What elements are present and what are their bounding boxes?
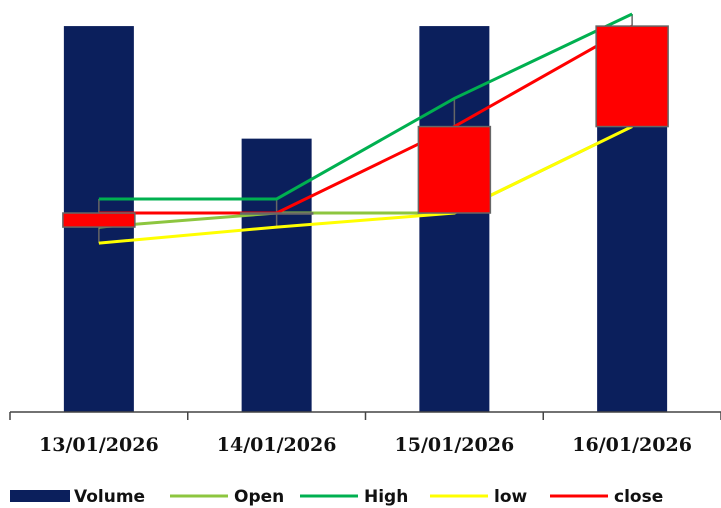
x-tick-label: 16/01/2026 (572, 434, 692, 456)
x-tick-label: 14/01/2026 (217, 434, 337, 456)
series-line (98, 12, 633, 201)
candle-body (239, 212, 314, 215)
volume-bar (241, 138, 312, 412)
candle-body (595, 25, 669, 128)
candle-body (62, 212, 136, 228)
candle-body (417, 125, 492, 214)
volume-bar (419, 26, 490, 413)
legend-label: Open (234, 487, 284, 507)
series-line (98, 24, 633, 215)
legend-swatch (10, 490, 70, 502)
x-tick-label: 15/01/2026 (395, 434, 515, 456)
legend-label: High (364, 487, 408, 507)
x-tick-label: 13/01/2026 (39, 434, 159, 456)
legend-label: low (494, 487, 528, 507)
legend-label: Volume (74, 487, 145, 507)
series-line (98, 125, 633, 245)
legend-label: close (614, 487, 663, 507)
